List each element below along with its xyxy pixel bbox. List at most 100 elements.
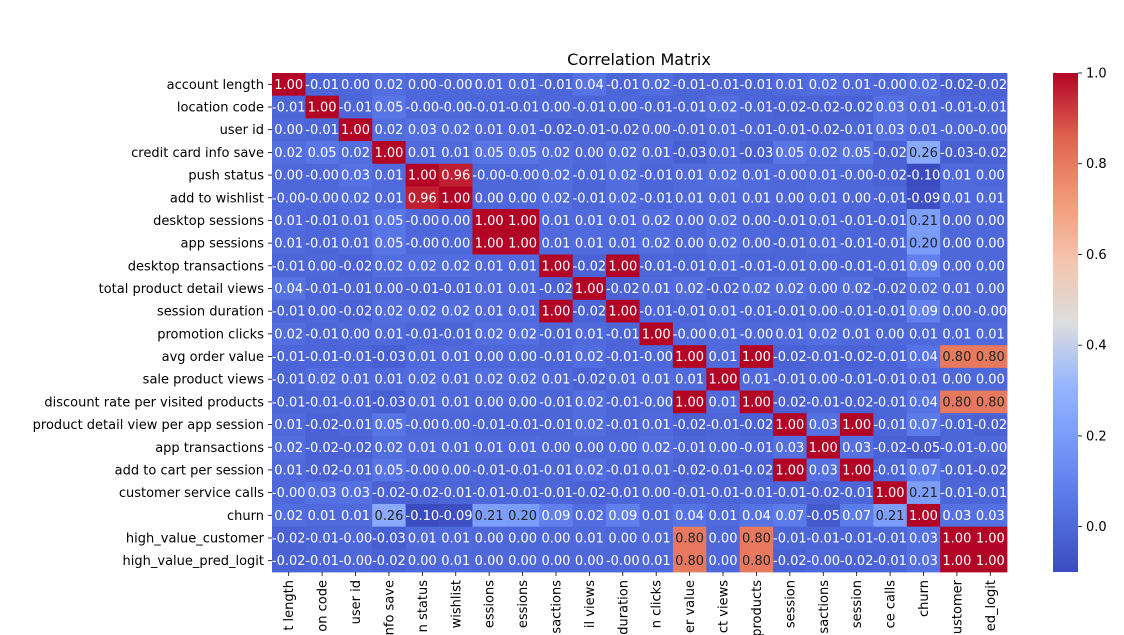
- cell-value-label: 0.02: [508, 327, 537, 342]
- heatmap-cell: [873, 73, 908, 97]
- heatmap-cell: [906, 95, 941, 119]
- cell-value-label: -0.01: [272, 305, 306, 320]
- cell-value-label: 0.01: [642, 463, 671, 478]
- heatmap-cell: [305, 503, 340, 528]
- cell-value-label: -0.01: [740, 486, 774, 501]
- heatmap-cell: [505, 163, 540, 187]
- heatmap-cell: [305, 481, 340, 505]
- cell-value-label: -0.01: [773, 305, 807, 320]
- cell-value-label: 0.02: [742, 282, 771, 297]
- heatmap-cell: [505, 413, 540, 437]
- heatmap-cell: [472, 503, 507, 528]
- cell-value-label: -0.01: [940, 441, 974, 456]
- cell-value-label: 0.01: [508, 282, 537, 297]
- heatmap-cell: [672, 322, 707, 346]
- cell-value-label: 1.00: [942, 554, 971, 569]
- heatmap-cell: [338, 231, 373, 255]
- cell-value-label: 0.01: [374, 373, 403, 388]
- heatmap-cell: [906, 549, 941, 573]
- cell-value-label: -0.01: [439, 486, 473, 501]
- heatmap-cell: [639, 209, 674, 233]
- cell-value-label: 0.01: [274, 214, 303, 229]
- heatmap-cell: [372, 390, 407, 414]
- heatmap-cell: [338, 481, 373, 505]
- heatmap-cell: [539, 141, 574, 165]
- cell-value-label: -0.01: [639, 169, 673, 184]
- heatmap-cell: [672, 95, 707, 119]
- heatmap-cell: [739, 254, 774, 278]
- heatmap-cell: [739, 390, 774, 414]
- cell-value-label: -0.02: [305, 463, 339, 478]
- cell-value-label: 0.01: [542, 214, 571, 229]
- heatmap-cell: [606, 390, 640, 414]
- heatmap-cell: [439, 435, 473, 459]
- heatmap-cell: [272, 231, 306, 255]
- cell-value-label: 0.00: [441, 214, 470, 229]
- cell-value-label: -0.01: [539, 418, 573, 433]
- heatmap-cell: [873, 209, 908, 233]
- cell-value-label: -0.02: [873, 441, 907, 456]
- heatmap-cell: [372, 367, 407, 391]
- heatmap-cell: [773, 118, 807, 142]
- cell-value-label: 0.01: [341, 373, 370, 388]
- heatmap-cell: [739, 481, 774, 505]
- heatmap-cell: [639, 141, 674, 165]
- cell-value-label: 1.00: [842, 418, 871, 433]
- heatmap-cell: [639, 549, 674, 573]
- cell-value-label: 1.00: [742, 350, 771, 365]
- cell-value-label: -0.01: [973, 486, 1007, 501]
- heatmap-cell: [873, 322, 908, 346]
- cell-value-label: 0.01: [709, 509, 738, 524]
- cell-value-label: -0.00: [639, 395, 673, 410]
- cell-value-label: 0.02: [508, 373, 537, 388]
- heatmap-cell: [940, 503, 974, 528]
- cell-value-label: 0.01: [475, 441, 504, 456]
- heatmap-cell: [672, 277, 707, 301]
- cell-value-label: 0.01: [475, 78, 504, 93]
- heatmap-cell: [973, 367, 1008, 391]
- cell-value-label: -0.00: [305, 169, 339, 184]
- heatmap-cell: [706, 118, 741, 142]
- row-label: total product detail views: [99, 282, 265, 297]
- heatmap-cell: [439, 526, 473, 550]
- heatmap-cell: [572, 254, 607, 278]
- heatmap-cell: [806, 118, 841, 142]
- heatmap-cell: [372, 254, 407, 278]
- cell-value-label: -0.01: [673, 305, 707, 320]
- column-label: sactions: [817, 580, 832, 634]
- heatmap-cell: [372, 163, 407, 187]
- heatmap-cell: [606, 435, 640, 459]
- heatmap-cell: [472, 163, 507, 187]
- heatmap-cell: [773, 413, 807, 437]
- heatmap-cell: [405, 549, 440, 573]
- cell-value-label: -0.01: [439, 282, 473, 297]
- cell-value-label: 0.00: [976, 282, 1005, 297]
- cell-value-label: 0.26: [374, 509, 403, 524]
- cell-value-label: 1.00: [942, 531, 971, 546]
- heatmap-cell: [672, 231, 707, 255]
- heatmap-cell: [539, 254, 574, 278]
- cell-value-label: 0.00: [441, 463, 470, 478]
- cell-value-label: -0.02: [740, 418, 774, 433]
- heatmap-cell: [472, 254, 507, 278]
- cell-value-label: 0.02: [374, 78, 403, 93]
- cell-value-label: -0.00: [840, 169, 874, 184]
- cell-value-label: 0.03: [408, 123, 437, 138]
- heatmap-cell: [338, 118, 373, 142]
- cell-value-label: 0.00: [608, 531, 637, 546]
- cell-value-label: -0.01: [773, 259, 807, 274]
- heatmap-cell: [372, 345, 407, 369]
- heatmap-cell: [940, 481, 974, 505]
- cell-value-label: 1.00: [608, 305, 637, 320]
- cell-value-label: 0.02: [542, 191, 571, 206]
- cell-value-label: -0.01: [940, 418, 974, 433]
- cell-value-label: 0.01: [976, 191, 1005, 206]
- cell-value-label: 0.01: [709, 123, 738, 138]
- cell-value-label: 0.02: [909, 78, 938, 93]
- heatmap-cell: [940, 526, 974, 550]
- heatmap-cell: [706, 73, 741, 97]
- column-label: n clicks: [650, 580, 665, 628]
- cell-value-label: -0.02: [873, 282, 907, 297]
- colorbar-tick-label: 0.4: [1086, 339, 1107, 354]
- heatmap-cell: [505, 95, 540, 119]
